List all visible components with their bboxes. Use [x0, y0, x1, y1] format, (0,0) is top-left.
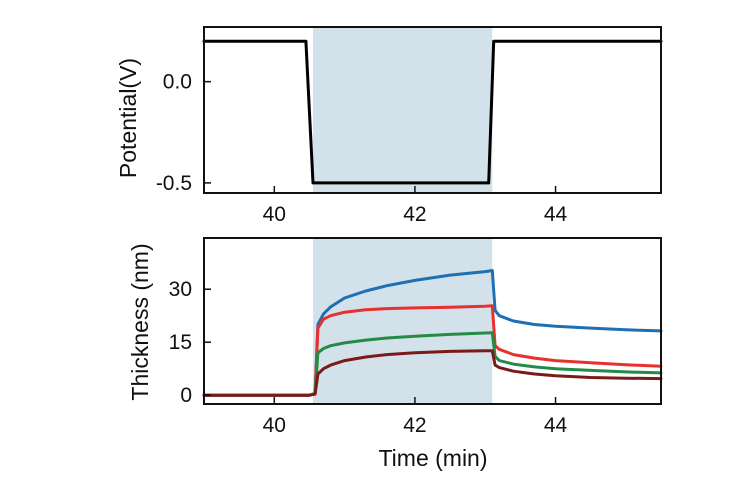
thickness-lines: [202, 269, 663, 397]
potential-panel: 40 42 44 0.0 -0.5 Potential(V): [115, 26, 663, 226]
thickness-x-tick-label: 42: [403, 414, 426, 437]
thickness-series-line-2: [202, 304, 663, 397]
potential-highlight-span: [312, 27, 493, 193]
thickness-x-tick-label: 40: [263, 414, 286, 437]
thickness-x-tick-label: 44: [544, 414, 568, 437]
thickness-y-tick-label: 15: [169, 331, 192, 354]
thickness-y-tick-label: 30: [169, 278, 192, 301]
thickness-series-line-3: [202, 331, 663, 397]
potential-plot-frame: [203, 26, 662, 194]
thickness-panel: 40 42 44 0 15 30 Thickness (nm) Time (min): [127, 237, 663, 471]
potential-y-ticks: 0.0 -0.5: [156, 71, 211, 195]
thickness-series-line-4: [202, 349, 663, 397]
potential-y-tick-label: -0.5: [156, 172, 192, 195]
thickness-x-axis-label: Time (min): [378, 445, 487, 471]
thickness-plot-frame: [203, 237, 662, 405]
potential-x-tick-label: 44: [544, 203, 568, 226]
potential-x-tick-label: 42: [403, 203, 426, 226]
potential-lines: [202, 39, 663, 185]
potential-x-tick-label: 40: [263, 203, 286, 226]
thickness-y-ticks: 0 15 30: [169, 278, 211, 407]
potential-series-line-1: [202, 39, 663, 185]
potential-x-ticks: 40 42 44: [263, 186, 568, 226]
potential-y-axis-label: Potential(V): [115, 58, 141, 178]
thickness-highlight-span: [312, 238, 493, 404]
thickness-x-ticks: 40 42 44: [263, 397, 568, 437]
thickness-y-axis-label: Thickness (nm): [127, 243, 153, 400]
thickness-series-line-1: [202, 269, 663, 397]
thickness-y-tick-label: 0: [180, 384, 192, 407]
potential-y-tick-label: 0.0: [163, 71, 192, 94]
